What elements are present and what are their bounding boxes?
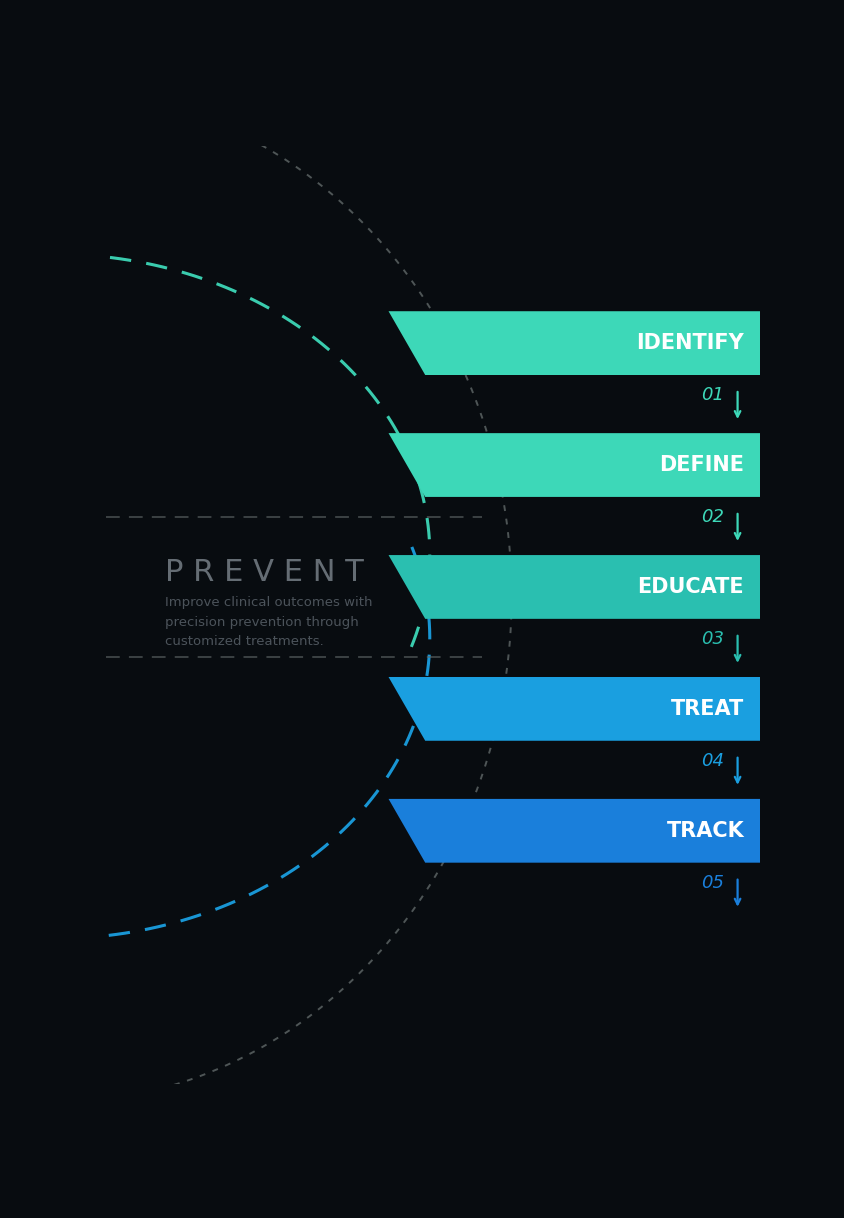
Text: TREAT: TREAT — [670, 699, 744, 719]
Text: DEFINE: DEFINE — [658, 456, 744, 475]
Text: 03: 03 — [701, 630, 723, 648]
Text: EDUCATE: EDUCATE — [636, 577, 744, 597]
Polygon shape — [388, 312, 766, 375]
Text: 01: 01 — [701, 386, 723, 404]
Polygon shape — [388, 434, 766, 497]
Text: 05: 05 — [701, 875, 723, 892]
Text: IDENTIFY: IDENTIFY — [636, 333, 744, 353]
Polygon shape — [388, 555, 766, 619]
Polygon shape — [388, 799, 766, 862]
Text: 04: 04 — [701, 752, 723, 770]
Text: 02: 02 — [701, 508, 723, 526]
Text: P R E V E N T: P R E V E N T — [165, 558, 363, 587]
Text: Improve clinical outcomes with
precision prevention through
customized treatment: Improve clinical outcomes with precision… — [165, 597, 371, 648]
Text: TRACK: TRACK — [666, 821, 744, 840]
Polygon shape — [388, 677, 766, 741]
